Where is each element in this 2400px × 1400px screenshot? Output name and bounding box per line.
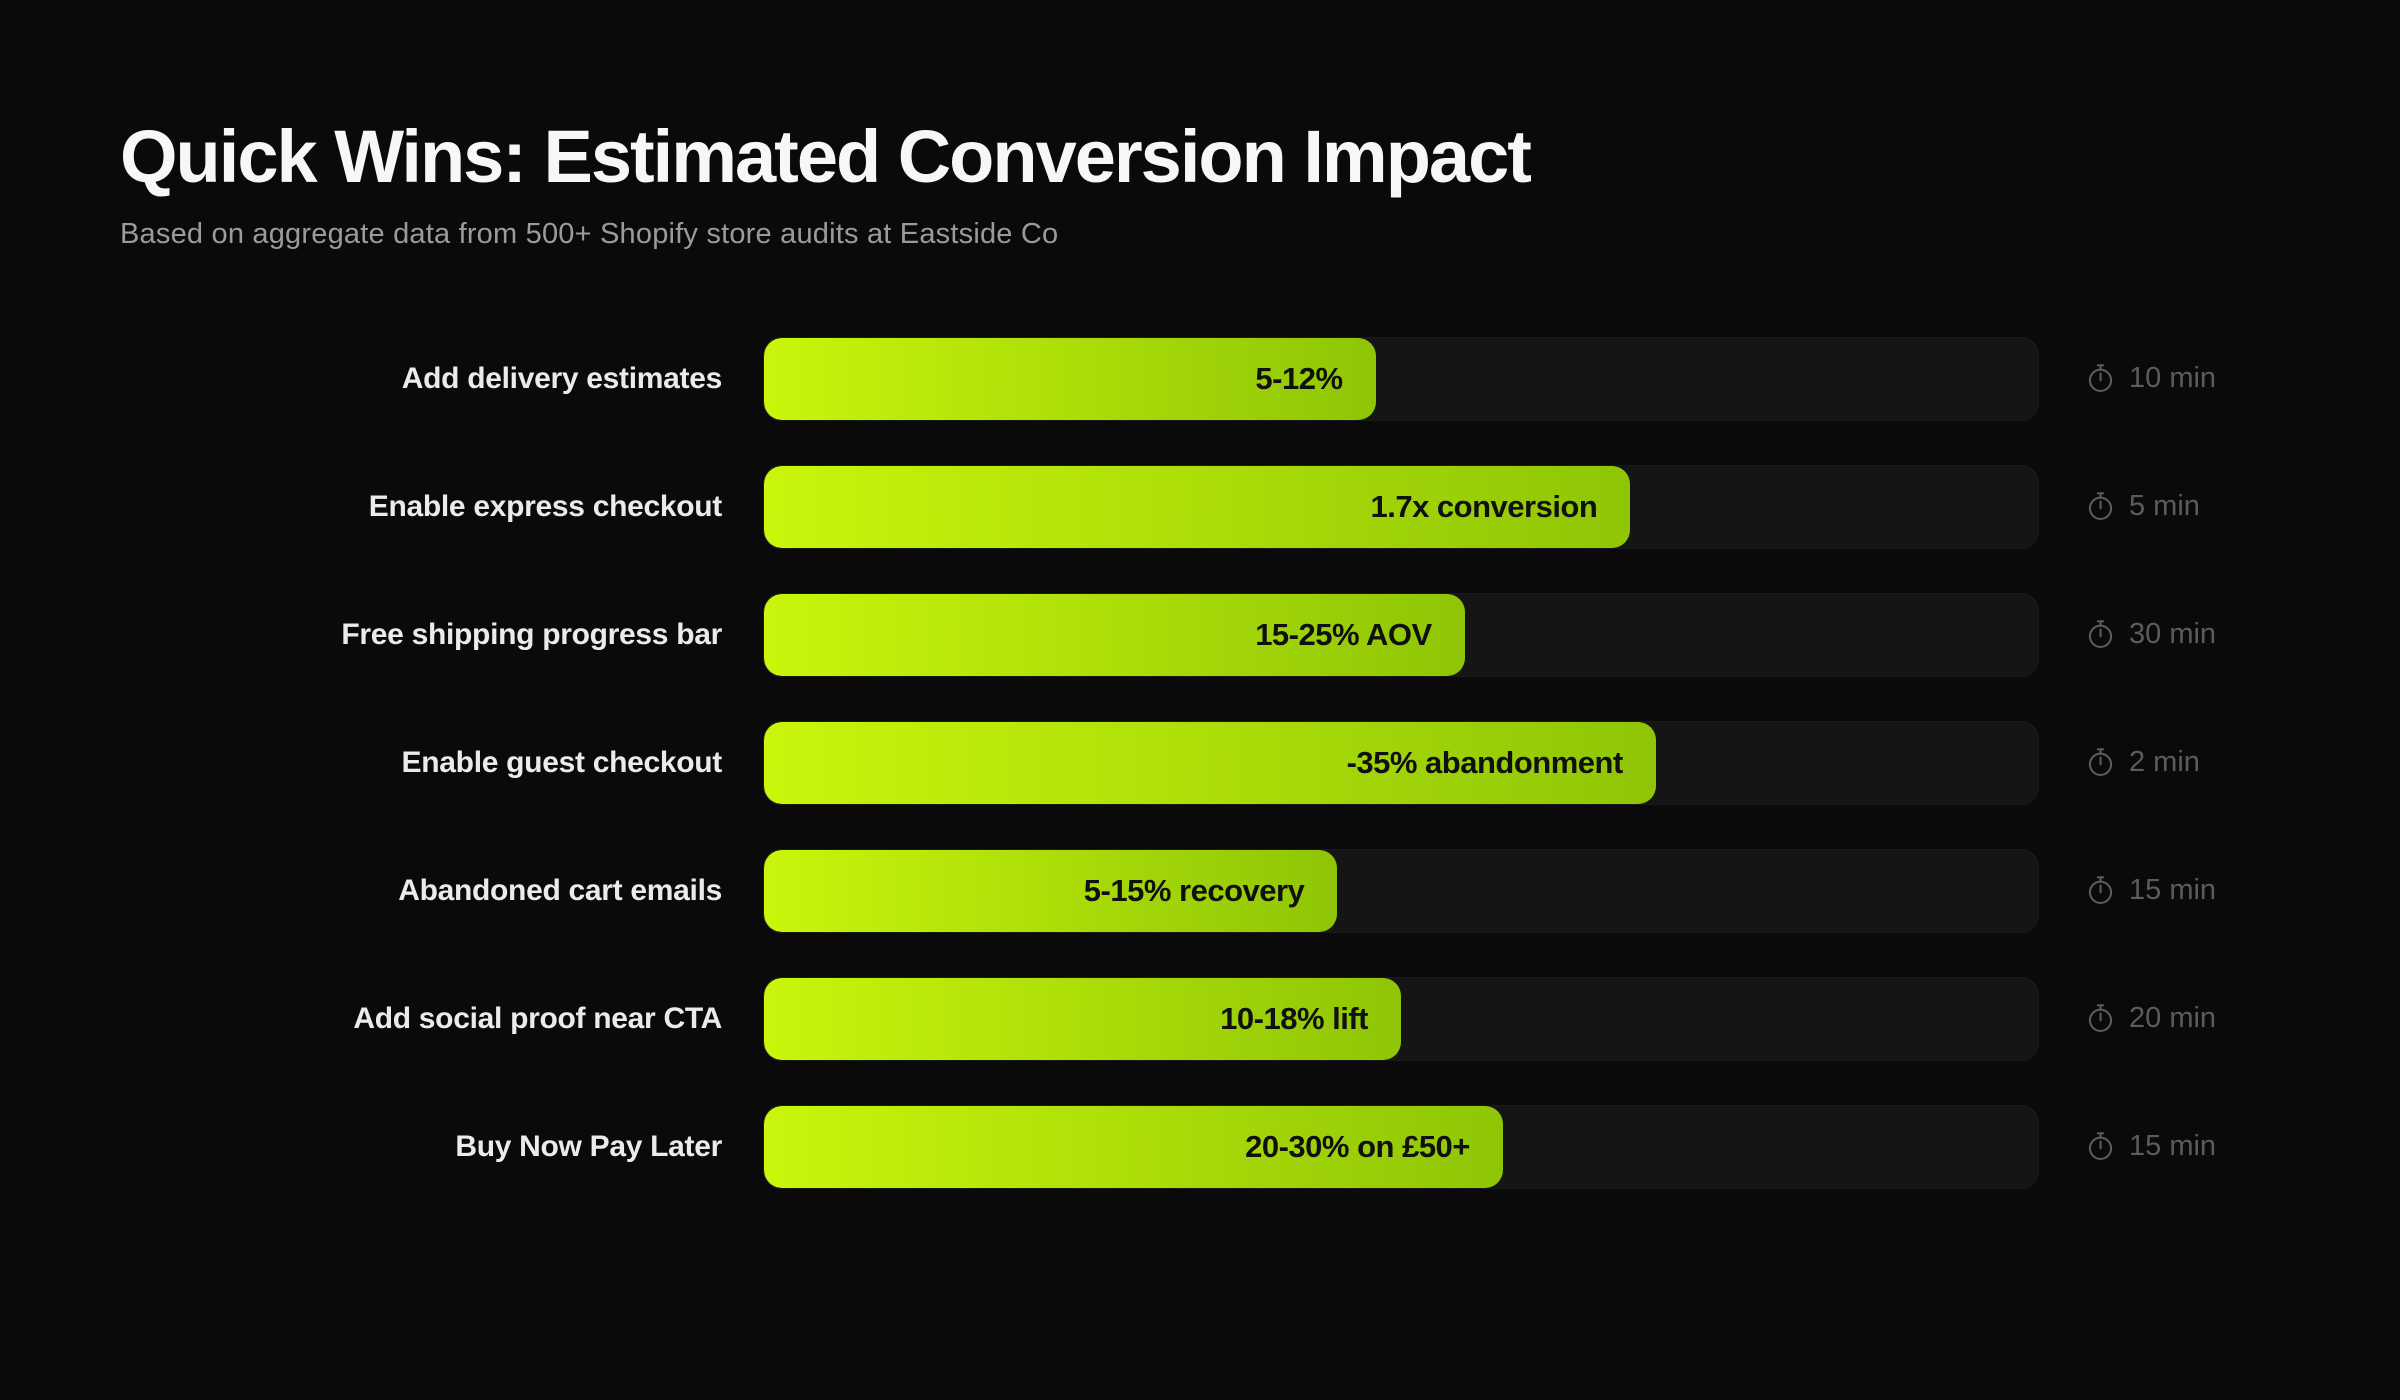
- time-estimate: 20 min: [2085, 1002, 2216, 1035]
- row-label: Abandoned cart emails: [398, 873, 722, 907]
- time-estimate: 15 min: [2085, 874, 2216, 907]
- chart-row: Add social proof near CTA 10-18% lift 20…: [120, 976, 2400, 1061]
- impact-bar: 15-25% AOV: [764, 593, 1465, 676]
- stopwatch-icon: [2088, 364, 2113, 393]
- chart-row: Free shipping progress bar 15-25% AOV 30…: [120, 592, 2400, 677]
- bar-track: 5-15% recovery: [763, 848, 2039, 933]
- time-text: 30 min: [2129, 618, 2217, 651]
- stopwatch-icon: [2088, 620, 2113, 649]
- stopwatch-icon: [2088, 876, 2113, 905]
- time-estimate: 2 min: [2085, 746, 2200, 779]
- bar-value-label: 1.7x conversion: [1370, 488, 1598, 524]
- impact-bar: -35% abandonment: [764, 721, 1656, 804]
- impact-bar: 20-30% on £50+: [764, 1105, 1503, 1188]
- bar-track: 15-25% AOV: [763, 592, 2039, 677]
- chart-row: Enable express checkout 1.7x conversion …: [120, 464, 2400, 549]
- time-text: 10 min: [2129, 362, 2217, 395]
- bar-value-label: 5-15% recovery: [1083, 872, 1305, 908]
- chart-row: Abandoned cart emails 5-15% recovery 15 …: [120, 848, 2400, 933]
- time-text: 5 min: [2129, 490, 2200, 523]
- impact-bar: 10-18% lift: [764, 977, 1401, 1060]
- stopwatch-icon: [2088, 492, 2113, 521]
- stopwatch-icon: [2088, 1004, 2113, 1033]
- bar-track: 20-30% on £50+: [763, 1104, 2039, 1189]
- row-label: Add social proof near CTA: [353, 1001, 722, 1035]
- time-text: 2 min: [2129, 746, 2200, 779]
- impact-bar: 1.7x conversion: [764, 465, 1631, 548]
- bar-value-label: 15-25% AOV: [1255, 616, 1432, 652]
- bar-value-label: 5-12%: [1255, 360, 1343, 396]
- time-estimate: 15 min: [2085, 1130, 2216, 1163]
- time-estimate: 30 min: [2085, 618, 2216, 651]
- stopwatch-icon: [2088, 748, 2113, 777]
- bar-track: 1.7x conversion: [763, 464, 2039, 549]
- time-text: 15 min: [2129, 874, 2217, 907]
- time-text: 20 min: [2129, 1002, 2217, 1035]
- bar-track: 10-18% lift: [763, 976, 2039, 1061]
- time-text: 15 min: [2129, 1130, 2217, 1163]
- bar-chart: Add delivery estimates 5-12% 10 min Enab…: [120, 336, 2400, 1189]
- row-label: Free shipping progress bar: [341, 617, 722, 651]
- chart-row: Buy Now Pay Later 20-30% on £50+ 15 min: [120, 1104, 2400, 1189]
- impact-bar: 5-12%: [764, 337, 1376, 420]
- bar-value-label: -35% abandonment: [1346, 744, 1624, 780]
- row-label: Enable express checkout: [368, 489, 723, 523]
- page-title: Quick Wins: Estimated Conversion Impact: [120, 115, 1532, 198]
- chart-row: Enable guest checkout -35% abandonment 2…: [120, 720, 2400, 805]
- bar-track: -35% abandonment: [763, 720, 2039, 805]
- time-estimate: 10 min: [2085, 362, 2216, 395]
- row-label: Add delivery estimates: [401, 361, 723, 395]
- infographic-page: Quick Wins: Estimated Conversion Impact …: [120, 115, 2400, 1189]
- chart-row: Add delivery estimates 5-12% 10 min: [120, 336, 2400, 421]
- bar-value-label: 20-30% on £50+: [1245, 1128, 1470, 1164]
- time-estimate: 5 min: [2085, 490, 2200, 523]
- bar-value-label: 10-18% lift: [1220, 1000, 1368, 1036]
- impact-bar: 5-15% recovery: [764, 849, 1338, 932]
- bar-track: 5-12%: [763, 336, 2039, 421]
- stopwatch-icon: [2088, 1132, 2113, 1161]
- row-label: Buy Now Pay Later: [455, 1129, 722, 1163]
- page-subtitle: Based on aggregate data from 500+ Shopif…: [120, 217, 1059, 250]
- row-label: Enable guest checkout: [401, 745, 723, 779]
